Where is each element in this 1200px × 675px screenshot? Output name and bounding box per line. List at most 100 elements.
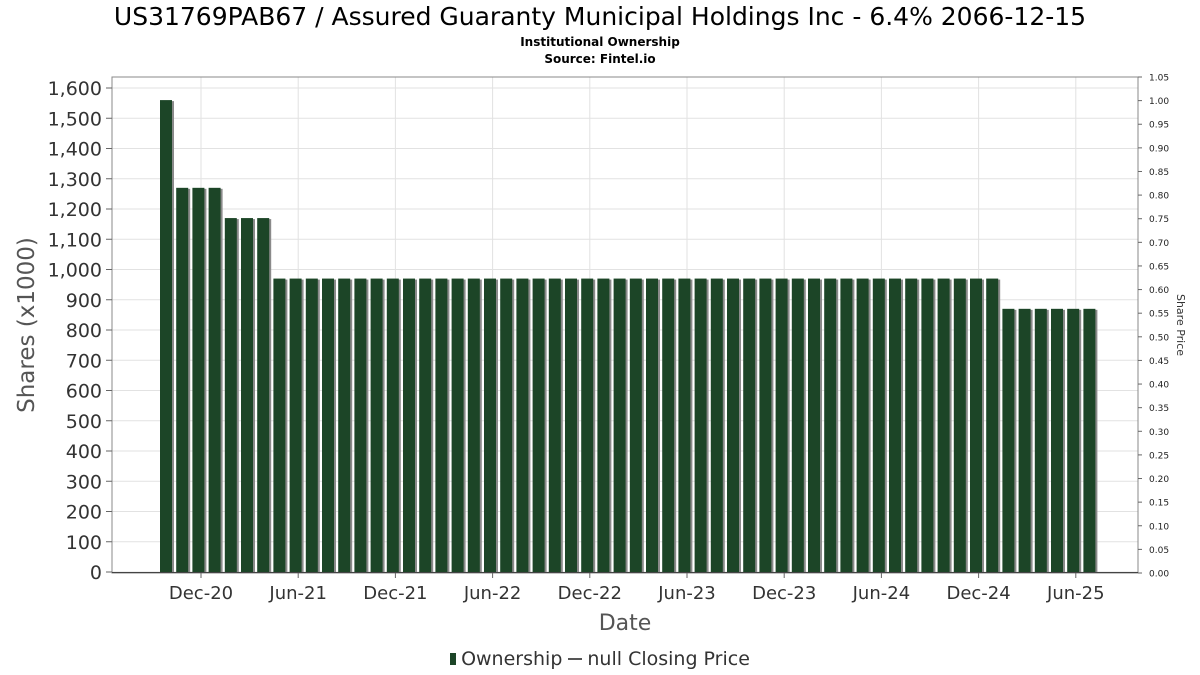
y-tick-label: 800 (66, 320, 102, 342)
ownership-bar (872, 278, 885, 572)
ownership-bar (678, 278, 691, 572)
ownership-bar (192, 187, 205, 572)
ownership-bar (710, 278, 723, 572)
y-tick-label: 400 (66, 441, 102, 463)
y-tick-label: 500 (66, 411, 102, 433)
ownership-bar (548, 278, 561, 572)
ownership-bar (970, 278, 982, 572)
ownership-bar (743, 278, 756, 572)
y-tick-label: 200 (66, 502, 102, 524)
ownership-bar (629, 278, 642, 572)
ownership-bar (160, 100, 172, 572)
y-tick-label: 1,500 (48, 108, 102, 130)
ownership-bar (467, 278, 480, 572)
y-tick-label: 700 (66, 350, 102, 372)
x-tick-label: Jun-23 (657, 583, 716, 604)
x-axis: Dec-20 Jun-21 Dec-21 Jun-22 Dec-22 Jun-23 Dec-… (112, 572, 1138, 604)
y-tick-label: 1,200 (48, 199, 102, 221)
ownership-bar (791, 278, 804, 572)
y-tick-label: 100 (66, 532, 102, 554)
chart-source: Source: Fintel.io (544, 52, 656, 66)
ownership-bar (597, 278, 610, 572)
legend-price-label: null Closing Price (587, 648, 750, 670)
y2-tick-label: 0.45 (1149, 357, 1169, 367)
y-tick-label: 0 (90, 562, 102, 584)
ownership-bar (176, 187, 189, 572)
ownership-bar (565, 278, 577, 572)
ownership-bar (986, 278, 999, 572)
ownership-bar (856, 278, 869, 572)
y2-tick-label: 0.35 (1149, 404, 1169, 414)
ownership-bar (1034, 308, 1047, 572)
legend-ownership-label: Ownership (461, 648, 563, 670)
y-tick-label: 600 (66, 381, 102, 403)
ownership-bar (289, 278, 302, 572)
ownership-bar (305, 278, 318, 572)
ownership-bar (500, 278, 513, 572)
x-tick-label: Dec-24 (946, 583, 1010, 604)
bars (160, 100, 1098, 572)
y-axis-label: Shares (x1000) (14, 237, 40, 413)
ownership-bar (322, 278, 334, 572)
y-tick-label: 1,100 (48, 229, 102, 251)
ownership-bar (403, 278, 415, 572)
y2-tick-label: 0.85 (1149, 168, 1169, 178)
ownership-bar (808, 278, 820, 572)
y2-tick-label: 1.00 (1149, 97, 1169, 107)
y-tick-label: 900 (66, 290, 102, 312)
ownership-bar (646, 278, 658, 572)
y2-tick-label: 0.65 (1149, 262, 1169, 272)
ownership-bar (338, 278, 351, 572)
ownership-bar (419, 278, 432, 572)
y2-tick-label: 0.20 (1149, 475, 1169, 485)
price-swatch (568, 658, 583, 660)
y-axis-right: 0.00 0.05 0.10 0.15 0.20 0.25 0.30 0.35 0.40 0.45… (1138, 74, 1169, 580)
y-tick-label: 1,000 (48, 260, 102, 282)
x-tick-label: Jun-21 (268, 583, 327, 604)
ownership-bar (921, 278, 934, 572)
ownership-bar (840, 278, 853, 572)
ownership-bar (905, 278, 918, 572)
ownership-bar (759, 278, 772, 572)
ownership-swatch (450, 653, 457, 665)
ownership-bar (613, 278, 626, 572)
ownership-bar (451, 278, 464, 572)
ownership-bar (435, 278, 448, 572)
chart-title: US31769PAB67 / Assured Guaranty Municipa… (113, 2, 1087, 31)
ownership-bar (273, 278, 286, 572)
y2-tick-label: 0.75 (1149, 215, 1169, 225)
y2-tick-label: 0.95 (1149, 121, 1169, 131)
y-tick-label: 300 (66, 471, 102, 493)
ownership-bar (694, 278, 707, 572)
x-tick-label: Dec-23 (752, 583, 816, 604)
y2-tick-label: 0.90 (1149, 144, 1169, 154)
y2-tick-label: 0.15 (1149, 499, 1169, 509)
y2-tick-label: 0.00 (1149, 570, 1169, 580)
y2-tick-label: 1.05 (1149, 74, 1169, 84)
ownership-bar (257, 218, 270, 572)
y2-axis-label: Share Price (1174, 294, 1187, 356)
y-tick-label: 1,600 (48, 78, 102, 100)
x-tick-label: Dec-21 (363, 583, 427, 604)
ownership-bar (889, 278, 901, 572)
ownership-bar (937, 278, 950, 572)
y-tick-label: 1,400 (48, 139, 102, 161)
ownership-bar (1051, 308, 1063, 572)
ownership-bar (516, 278, 529, 572)
ownership-bar (208, 187, 221, 572)
x-tick-label: Jun-22 (463, 583, 522, 604)
x-axis-label: Date (599, 611, 652, 636)
ownership-bar (241, 218, 253, 572)
y2-tick-label: 0.05 (1149, 546, 1169, 556)
x-tick-label: Jun-24 (852, 583, 911, 604)
ownership-bar (1018, 308, 1031, 572)
y2-tick-label: 0.10 (1149, 522, 1169, 532)
ownership-bar (727, 278, 739, 572)
ownership-bar (775, 278, 788, 572)
x-tick-label: Dec-22 (558, 583, 622, 604)
y2-tick-label: 0.60 (1149, 286, 1169, 296)
legend: Ownership null Closing Price (0, 648, 1200, 670)
ownership-bar (662, 278, 675, 572)
y2-tick-label: 0.80 (1149, 192, 1169, 202)
